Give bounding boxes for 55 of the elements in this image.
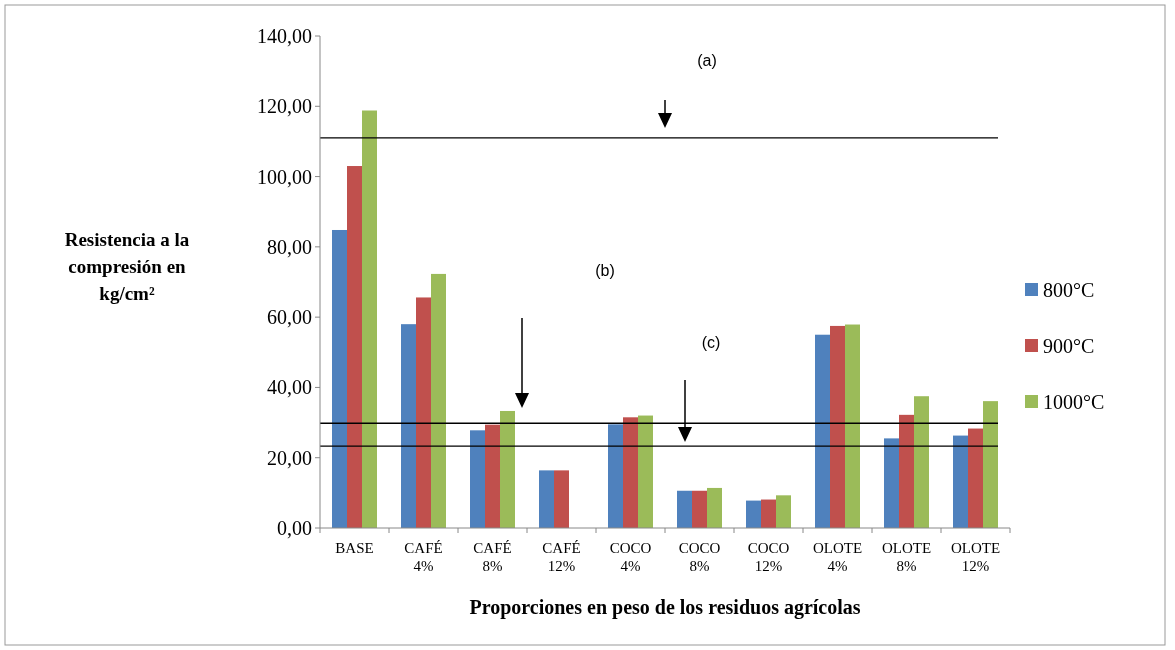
bar [914, 396, 929, 528]
bar [968, 428, 983, 528]
x-tick-label: COCO 8% [678, 540, 721, 574]
bar [815, 334, 830, 528]
bar [884, 438, 899, 528]
bar [845, 324, 860, 528]
x-tick-label: OLOTE 4% [812, 540, 863, 574]
y-tick-label: 80,00 [267, 235, 312, 258]
annotation: (b) [595, 262, 615, 279]
legend-label: 800°C [1043, 279, 1095, 301]
y-tick-label: 60,00 [267, 306, 312, 329]
bar [347, 166, 362, 528]
bar [539, 470, 554, 528]
x-tick-label: COCO 4% [609, 540, 652, 574]
y-tick-label: 40,00 [267, 376, 312, 399]
x-tick-label: COCO 12% [747, 540, 790, 574]
y-tick-label: 140,00 [257, 25, 312, 47]
bar [983, 401, 998, 528]
bar [899, 414, 914, 528]
annotation: (c) [701, 334, 721, 351]
annotation: (a) [697, 52, 717, 69]
x-tick-label: OLOTE 12% [950, 540, 1001, 574]
bar [707, 487, 722, 528]
bar [830, 325, 845, 528]
legend-label: 900°C [1043, 335, 1095, 357]
bar [401, 324, 416, 528]
y-axis-title: Resistencia a la compresión en kg/cm² [64, 229, 190, 304]
bar [485, 424, 500, 528]
bar [362, 110, 377, 528]
bar [692, 490, 707, 528]
x-tick-label: CAFÉ 4% [404, 540, 443, 574]
bar [623, 417, 638, 528]
bar [500, 410, 515, 528]
y-tick-label: 0,00 [277, 517, 312, 539]
bar [953, 435, 968, 528]
y-tick-label: 120,00 [257, 95, 312, 118]
bar [638, 415, 653, 528]
x-tick-label: BASE [335, 540, 374, 556]
bar [470, 430, 485, 528]
bar [677, 490, 692, 528]
x-axis-title: Proporciones en peso de los residuos agrícolas [469, 596, 861, 619]
bar [416, 297, 431, 528]
bar [746, 500, 761, 528]
bar [761, 499, 776, 528]
x-tick-label: OLOTE 8% [881, 540, 932, 574]
bar [554, 470, 569, 528]
bar [332, 229, 347, 528]
legend-label: 1000°C [1043, 391, 1105, 413]
y-tick-label: 20,00 [267, 446, 312, 469]
bar [776, 495, 791, 528]
x-tick-label: CAFÉ 8% [473, 540, 512, 574]
bar [431, 273, 446, 528]
x-tick-label: CAFÉ 12% [542, 540, 581, 574]
bar [608, 424, 623, 528]
y-tick-label: 100,00 [257, 165, 312, 188]
